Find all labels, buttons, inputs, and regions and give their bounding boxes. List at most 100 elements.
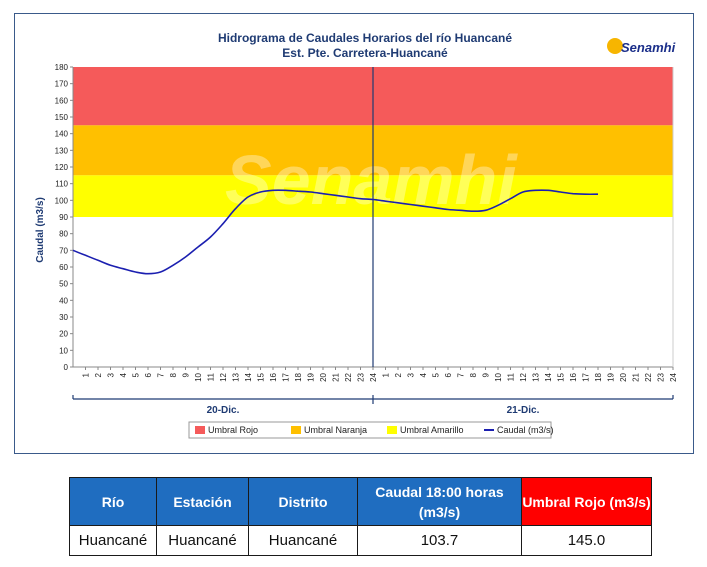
table-header-row: Río Estación Distrito Caudal 18:00 horas… [69, 477, 652, 526]
x-tick-label: 20 [319, 372, 328, 381]
x-tick-label: 14 [544, 372, 553, 381]
watermark-text: Senamhi [225, 141, 518, 219]
x-tick-label: 23 [357, 372, 366, 381]
x-tick-label: 21 [632, 372, 641, 381]
x-tick-label: 23 [657, 372, 666, 381]
y-tick-label: 30 [59, 313, 68, 322]
x-tick-label: 9 [482, 372, 491, 377]
table-row: Huancané Huancané Huancané 103.7 145.0 [69, 525, 652, 556]
legend-label-2: Umbral Amarillo [400, 425, 464, 435]
legend-label-1: Umbral Naranja [304, 425, 367, 435]
summary-table: Río Estación Distrito Caudal 18:00 horas… [69, 477, 652, 556]
y-tick-label: 110 [55, 180, 68, 189]
y-tick-label: 50 [59, 280, 68, 289]
legend-swatch-1 [291, 426, 301, 434]
x-tick-label: 12 [519, 372, 528, 381]
day-label-0: 20-Dic. [207, 405, 240, 416]
y-tick-label: 90 [59, 213, 68, 222]
series-line-caudal [72, 189, 599, 275]
y-tick-label: 180 [55, 63, 69, 72]
x-tick-label: 6 [144, 372, 153, 377]
x-tick-label: 11 [207, 372, 216, 381]
y-tick-label: 130 [55, 146, 69, 155]
header-rio: Río [69, 477, 157, 526]
y-tick-label: 10 [59, 346, 68, 355]
x-tick-label: 24 [669, 372, 678, 381]
x-tick-label: 18 [594, 372, 603, 381]
x-tick-label: 3 [107, 372, 116, 377]
x-tick-label: 17 [282, 372, 291, 381]
x-tick-label: 19 [607, 372, 616, 381]
legend-label-0: Umbral Rojo [208, 425, 258, 435]
header-distrito: Distrito [248, 477, 358, 526]
x-tick-label: 22 [644, 372, 653, 381]
header-umbral-rojo: Umbral Rojo (m3/s) [521, 477, 652, 526]
x-tick-label: 17 [582, 372, 591, 381]
x-tick-label: 15 [257, 372, 266, 381]
chart-subtitle: Est. Pte. Carretera-Huancané [282, 46, 448, 60]
x-tick-label: 8 [169, 372, 178, 377]
x-tick-label: 8 [469, 372, 478, 377]
cell-distrito: Huancané [248, 525, 358, 556]
chart-frame: Senamhi 0 10 20 30 40 50 60 70 80 90 100 110 120 130 1… [14, 13, 694, 454]
y-tick-label: 150 [55, 113, 69, 122]
y-tick-label: 100 [55, 196, 69, 205]
x-tick-label: 13 [232, 372, 241, 381]
chart-title: Hidrograma de Caudales Horarios del río … [218, 31, 512, 45]
x-tick-label: 9 [182, 372, 191, 377]
y-tick-label: 40 [59, 296, 68, 305]
cell-estacion: Huancané [156, 525, 249, 556]
cell-caudal: 103.7 [357, 525, 522, 556]
x-tick-label: 10 [194, 372, 203, 381]
x-tick-label: 24 [369, 372, 378, 381]
x-tick-label: 1 [382, 372, 391, 377]
y-tick-label: 70 [59, 246, 68, 255]
x-tick-label: 5 [132, 372, 141, 377]
x-tick-label: 4 [119, 372, 128, 377]
y-tick-label: 20 [59, 330, 68, 339]
x-tick-label: 2 [394, 372, 403, 377]
legend-label-3: Caudal (m3/s) [497, 425, 554, 435]
x-tick-label: 15 [557, 372, 566, 381]
legend-swatch-0 [195, 426, 205, 434]
y-tick-label: 170 [55, 80, 69, 89]
x-tick-label: 6 [444, 372, 453, 377]
header-estacion: Estación [156, 477, 249, 526]
header-caudal: Caudal 18:00 horas (m3/s) [357, 477, 522, 526]
x-tick-label: 7 [457, 372, 466, 377]
senamhi-logo: Senamhi [607, 38, 676, 55]
y-tick-label: 160 [55, 96, 69, 105]
day-label-1: 21-Dic. [507, 405, 540, 416]
x-tick-label: 5 [432, 372, 441, 377]
legend-box [188, 421, 552, 439]
x-tick-label: 10 [494, 372, 503, 381]
x-tick-label: 20 [619, 372, 628, 381]
x-tick-label: 2 [94, 372, 103, 377]
y-tick-label: 0 [64, 363, 69, 372]
x-tick-label: 16 [569, 372, 578, 381]
legend-swatch-2 [387, 426, 397, 434]
x-tick-label: 4 [419, 372, 428, 377]
x-tick-label: 18 [294, 372, 303, 381]
x-tick-label: 12 [219, 372, 228, 381]
x-tick-label: 3 [407, 372, 416, 377]
x-tick-label: 11 [507, 372, 516, 381]
y-axis-label: Caudal (m3/s) [35, 197, 46, 263]
x-tick-label: 16 [269, 372, 278, 381]
x-tick-label: 22 [344, 372, 353, 381]
y-tick-label: 120 [55, 163, 69, 172]
y-tick-label: 80 [59, 230, 68, 239]
y-tick-label: 140 [55, 130, 69, 139]
y-tick-label: 60 [59, 263, 68, 272]
hydrograph-chart: Senamhi 01020304050607080901001101201301… [35, 31, 678, 439]
x-tick-label: 7 [157, 372, 166, 377]
x-tick-label: 13 [532, 372, 541, 381]
x-tick-label: 14 [244, 372, 253, 381]
sun-icon [607, 38, 623, 54]
cell-rio: Huancané [69, 525, 157, 556]
x-tick-label: 1 [82, 372, 91, 377]
x-tick-label: 19 [307, 372, 316, 381]
x-tick-label: 21 [332, 372, 341, 381]
logo-text: Senamhi [621, 40, 676, 55]
cell-umbral-rojo: 145.0 [521, 525, 652, 556]
